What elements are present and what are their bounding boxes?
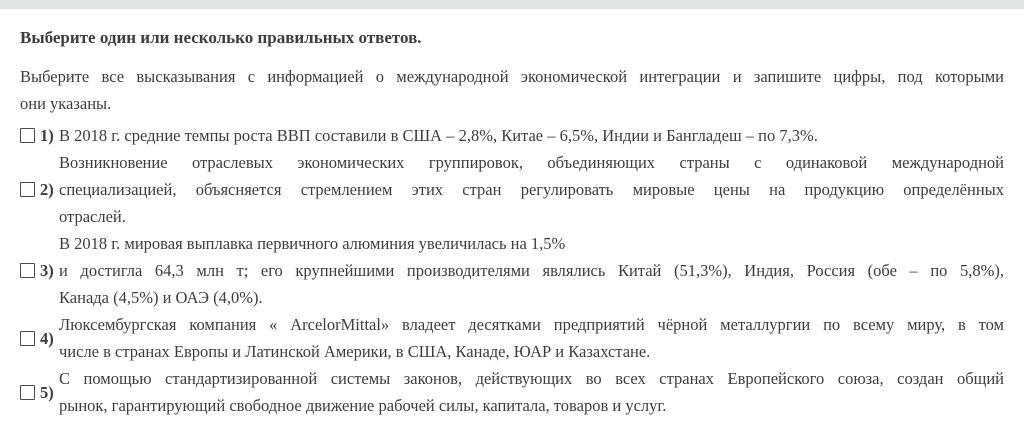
- option-5-line-2: рынок, гарантирующий свободное движение …: [59, 396, 667, 415]
- option-5-number: 5): [40, 382, 54, 402]
- option-4-line-1: Люксембургская компания « ArcelorMittal»…: [59, 315, 1004, 334]
- option-4-checkbox[interactable]: [20, 330, 35, 346]
- option-2-line-1: Возникновение отраслевых экономических г…: [59, 153, 1004, 172]
- option-3-line-1: В 2018 г. мировая выплавка первичного ал…: [59, 234, 566, 253]
- option-3-marker: 3): [20, 257, 59, 284]
- answer-option-2: 2) Возникновение отраслевых экономически…: [20, 149, 1004, 230]
- question-intro: Выберите все высказывания с информацией …: [20, 63, 1004, 117]
- intro-line-1: Выберите все высказывания с информацией …: [20, 67, 1004, 86]
- option-5-marker: 5): [20, 379, 59, 406]
- answer-option-4: 4) Люксембургская компания « ArcelorMitt…: [20, 311, 1004, 365]
- option-2-line-2: специализацией, объясняется стремлением …: [59, 180, 1004, 199]
- option-2-text: Возникновение отраслевых экономических г…: [59, 149, 1004, 230]
- option-4-number: 4): [40, 328, 54, 348]
- option-3-line-3: Канада (4,5%) и ОАЭ (4,0%).: [59, 288, 263, 307]
- option-1-line-1: В 2018 г. средние темпы роста ВВП состав…: [59, 126, 818, 145]
- option-4-text: Люксембургская компания « ArcelorMittal»…: [59, 311, 1004, 365]
- option-1-text: В 2018 г. средние темпы роста ВВП состав…: [59, 122, 1004, 149]
- option-1-number: 1): [40, 126, 54, 145]
- option-3-number: 3): [40, 261, 54, 280]
- option-5-line-1: С помощью стандартизированной системы за…: [59, 369, 1004, 388]
- question-heading: Выберите один или несколько правильных о…: [20, 28, 422, 47]
- intro-line-2: они указаны.: [20, 94, 112, 113]
- option-3-text: В 2018 г. мировая выплавка первичного ал…: [59, 230, 1004, 311]
- question-panel: Выберите один или несколько правильных о…: [0, 28, 1024, 419]
- option-4-line-2: числе в странах Европы и Латинской Амери…: [59, 342, 651, 361]
- option-2-checkbox[interactable]: [20, 182, 35, 197]
- top-bar: [0, 0, 1024, 9]
- option-5-text: С помощью стандартизированной системы за…: [59, 365, 1004, 419]
- option-2-number: 2): [40, 180, 54, 199]
- option-1-marker: 1): [20, 122, 59, 149]
- answer-options: 1) В 2018 г. средние темпы роста ВВП сос…: [20, 122, 1004, 419]
- option-3-line-2: и достигла 64,3 млн т; его крупнейшими п…: [59, 261, 1004, 280]
- option-5-checkbox[interactable]: [20, 384, 35, 400]
- option-3-checkbox[interactable]: [20, 263, 35, 278]
- answer-option-5: 5) С помощью стандартизированной системы…: [20, 365, 1004, 419]
- answer-option-3: 3) В 2018 г. мировая выплавка первичного…: [20, 230, 1004, 311]
- option-2-line-3: отраслей.: [59, 207, 126, 226]
- answer-option-1: 1) В 2018 г. средние темпы роста ВВП сос…: [20, 122, 1004, 149]
- option-2-marker: 2): [20, 176, 59, 203]
- option-4-marker: 4): [20, 325, 59, 352]
- option-1-checkbox[interactable]: [20, 128, 35, 143]
